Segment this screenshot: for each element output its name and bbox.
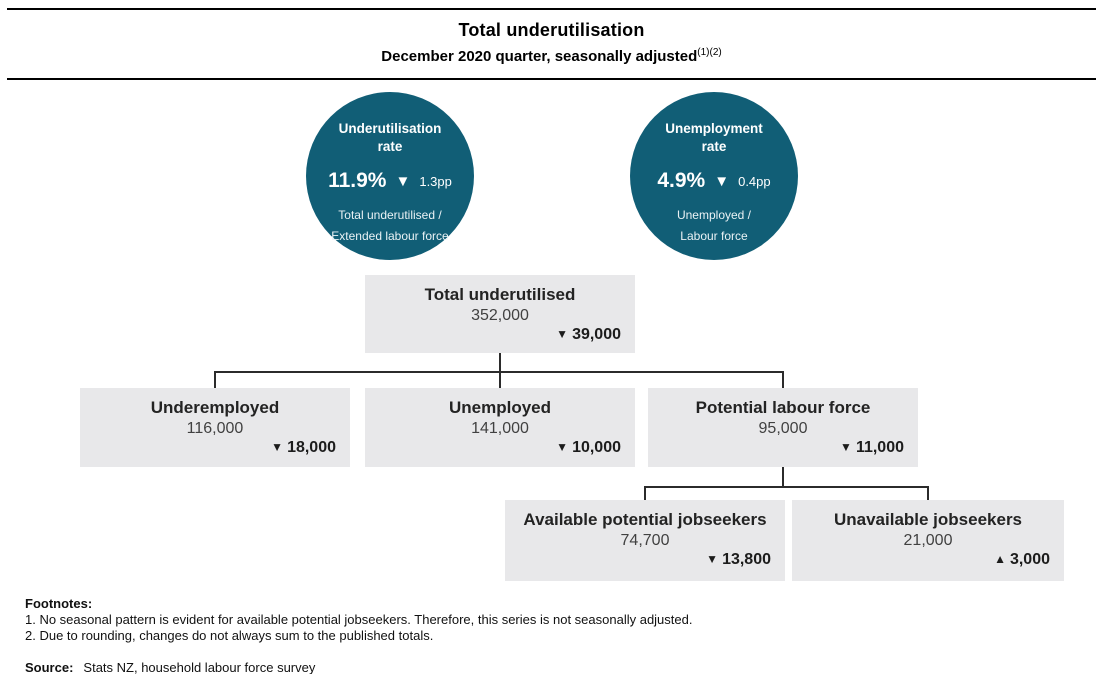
gauge-rate-value: 4.9%	[657, 169, 706, 193]
connector-level1-horizontal	[214, 371, 784, 373]
footnote-1: 1. No seasonal pattern is evident for av…	[25, 611, 693, 627]
gauge-unemployment-rate: Unemployment rate 4.9% ▼ 0.4pp Unemploye…	[630, 92, 798, 260]
source-row: Source: Stats NZ, household labour force …	[25, 660, 692, 674]
gauge-rate-value: 11.9%	[328, 169, 387, 193]
connector-potential-down	[782, 467, 784, 487]
node-change: ▼ 39,000	[365, 326, 635, 344]
gauge-title: Underutilisation rate	[338, 121, 442, 155]
node-change-value: 11,000	[855, 439, 904, 456]
source-label: Source:	[25, 659, 74, 674]
node-change-value: 13,800	[722, 551, 771, 568]
subtitle-footnote-refs: (1)(2)	[697, 47, 722, 58]
footnotes: Footnotes: 1. No seasonal pattern is evi…	[25, 596, 692, 674]
node-change: ▲ 3,000	[792, 551, 1064, 569]
node-value: 95,000	[758, 420, 808, 437]
page-subtitle: December 2020 quarter, seasonally adjust…	[0, 47, 1103, 65]
gauge-formula-denominator: Extended labour force	[331, 229, 449, 244]
node-change-value: 3,000	[1009, 551, 1050, 568]
node-change-value: 39,000	[572, 326, 621, 343]
gauge-formula: Total underutilised / Extended labour fo…	[306, 205, 474, 247]
connector-root-down	[499, 353, 501, 388]
node-change: ▼ 11,000	[648, 439, 918, 457]
node-unavailable-jobseekers: Unavailable jobseekers 21,000 ▲ 3,000	[792, 500, 1064, 581]
connector-level2-horizontal	[644, 486, 929, 488]
node-total-underutilised: Total underutilised 352,000 ▼ 39,000	[365, 275, 635, 353]
gauge-rate-row: 11.9% ▼ 1.3pp	[306, 169, 474, 193]
top-rule	[7, 8, 1096, 10]
source-text: Stats NZ, household labour force survey	[83, 659, 316, 674]
header-divider-rule	[7, 78, 1096, 80]
gauge-title: Unemployment rate	[665, 121, 763, 155]
down-triangle-icon: ▼	[271, 440, 284, 454]
down-triangle-icon: ▼	[395, 172, 411, 190]
node-change: ▼ 13,800	[505, 551, 785, 569]
down-triangle-icon: ▼	[556, 440, 569, 454]
gauge-formula-numerator: Unemployed /	[676, 208, 752, 223]
down-triangle-icon: ▼	[714, 172, 730, 190]
node-change-value: 10,000	[572, 439, 621, 456]
node-available-potential-jobseekers: Available potential jobseekers 74,700 ▼ 1…	[505, 500, 785, 581]
node-unemployed: Unemployed 141,000 ▼ 10,000	[365, 388, 635, 467]
page-title: Total underutilisation	[458, 20, 645, 40]
connector-stub-unavailable-jobseekers	[927, 486, 929, 500]
gauge-formula-denominator: Labour force	[680, 229, 748, 244]
up-triangle-icon: ▲	[994, 552, 1006, 566]
gauge-underutilisation-rate: Underutilisation rate 11.9% ▼ 1.3pp Tota…	[306, 92, 474, 260]
subtitle-text: December 2020 quarter, seasonally adjust…	[381, 48, 698, 65]
node-value: 352,000	[471, 307, 529, 324]
connector-stub-available-jobseekers	[644, 486, 646, 500]
gauge-change-value: 0.4pp	[738, 173, 771, 189]
node-change-value: 18,000	[287, 439, 336, 456]
gauge-change-value: 1.3pp	[419, 173, 452, 189]
node-change: ▼ 10,000	[365, 439, 635, 457]
node-label: Unavailable jobseekers	[833, 510, 1023, 529]
down-triangle-icon: ▼	[556, 327, 569, 341]
node-label: Potential labour force	[695, 398, 871, 417]
node-underemployed: Underemployed 116,000 ▼ 18,000	[80, 388, 350, 467]
connector-stub-potential-labour-force	[782, 371, 784, 388]
down-triangle-icon: ▼	[840, 440, 852, 454]
node-label: Total underutilised	[424, 285, 576, 304]
node-label: Available potential jobseekers	[523, 510, 767, 529]
gauge-formula-numerator: Total underutilised /	[338, 208, 442, 223]
gauge-rate-row: 4.9% ▼ 0.4pp	[630, 169, 798, 193]
connector-stub-underemployed	[214, 371, 216, 388]
footnote-2: 2. Due to rounding, changes do not alway…	[25, 627, 434, 643]
node-change: ▼ 18,000	[80, 439, 350, 457]
node-label: Underemployed	[150, 398, 280, 417]
gauge-formula: Unemployed / Labour force	[630, 205, 798, 247]
header: Total underutilisation December 2020 qua…	[0, 20, 1103, 65]
node-value: 116,000	[186, 420, 244, 437]
node-value: 141,000	[471, 420, 529, 437]
node-label: Unemployed	[448, 398, 552, 417]
node-value: 74,700	[620, 532, 670, 549]
down-triangle-icon: ▼	[706, 552, 719, 566]
node-potential-labour-force: Potential labour force 95,000 ▼ 11,000	[648, 388, 918, 467]
footnotes-heading: Footnotes:	[25, 596, 93, 611]
node-value: 21,000	[903, 532, 953, 549]
